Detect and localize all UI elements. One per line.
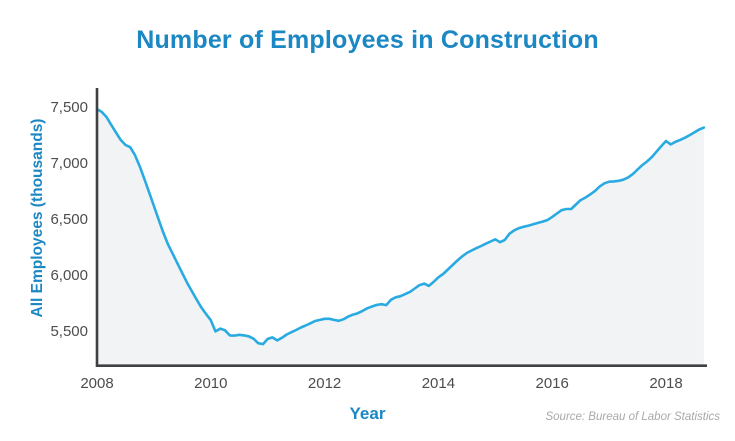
y-tick-label: 7,000 xyxy=(50,155,88,172)
x-tick-label: 2008 xyxy=(80,375,114,392)
chart-title: Number of Employees in Construction xyxy=(136,26,599,54)
y-tick-label: 6,000 xyxy=(50,267,88,284)
x-axis-title: Year xyxy=(349,404,386,423)
y-tick-label: 5,500 xyxy=(50,323,88,340)
y-tick-label: 6,500 xyxy=(50,211,88,228)
axis-lines xyxy=(95,88,707,367)
source-note: Source: Bureau of Labor Statistics xyxy=(545,411,720,423)
x-tick-label: 2016 xyxy=(535,375,569,392)
series-area-fill xyxy=(97,109,704,366)
y-tick-label: 7,500 xyxy=(50,99,88,116)
x-tick-label: 2014 xyxy=(421,375,456,392)
x-tick-label: 2012 xyxy=(307,375,342,392)
series-line xyxy=(95,107,706,346)
x-tick-label: 2018 xyxy=(649,375,683,392)
x-tick-label: 2010 xyxy=(194,375,228,392)
